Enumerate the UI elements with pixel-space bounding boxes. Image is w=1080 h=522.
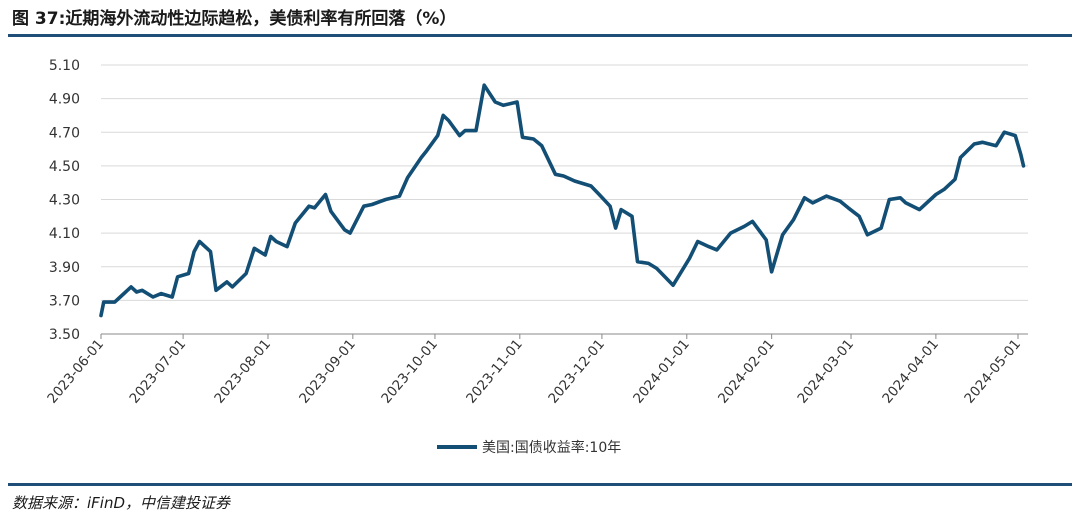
x-tick-label: 2023-12-01 — [545, 336, 608, 406]
x-axis-ticks: 2023-06-01 2023-07-01 2023-08-01 2023-09-01… — [44, 334, 1024, 407]
y-tick-label: 4.70 — [49, 125, 80, 141]
line-chart: 3.50 3.70 3.90 4.10 4.30 4.50 4.70 4.90 5.10 202… — [44, 58, 1028, 456]
y-tick-label: 4.30 — [49, 193, 80, 209]
x-tick-label: 2024-04-01 — [879, 336, 942, 406]
x-tick-label: 2023-07-01 — [126, 336, 189, 406]
y-tick-label: 4.50 — [49, 159, 80, 175]
x-tick-label: 2023-09-01 — [296, 336, 359, 406]
x-tick-label: 2023-08-01 — [211, 336, 274, 406]
x-tick-label: 2024-02-01 — [715, 336, 778, 406]
legend: 美国:国债收益率:10年 — [437, 439, 621, 456]
series-group — [99, 83, 1026, 318]
x-tick-label: 2023-10-01 — [378, 336, 441, 406]
y-tick-label: 3.90 — [49, 260, 80, 276]
x-tick-label: 2023-06-01 — [44, 336, 107, 406]
legend-label: 美国:国债收益率:10年 — [482, 439, 621, 456]
y-tick-label: 5.10 — [49, 58, 80, 74]
y-tick-label: 4.10 — [49, 226, 80, 242]
grid-lines — [101, 64, 1028, 301]
source-note: 数据来源：iFinD，中信建投证券 — [12, 494, 231, 512]
series-line-0 — [99, 83, 1026, 318]
y-axis-ticks: 3.50 3.70 3.90 4.10 4.30 4.50 4.70 4.90 5.10 — [49, 58, 80, 343]
y-tick-label: 3.50 — [49, 327, 80, 343]
x-tick-label: 2024-01-01 — [630, 336, 693, 406]
y-tick-label: 4.90 — [49, 92, 80, 108]
y-tick-label: 3.70 — [49, 293, 80, 309]
x-tick-label: 2024-05-01 — [961, 336, 1024, 406]
x-tick-label: 2024-03-01 — [794, 336, 857, 406]
chart-title: 图 37:近期海外流动性边际趋松，美债利率有所回落（%） — [12, 9, 457, 29]
x-tick-label: 2023-11-01 — [463, 336, 526, 406]
title-divider — [8, 34, 1072, 37]
source-divider — [8, 483, 1072, 486]
